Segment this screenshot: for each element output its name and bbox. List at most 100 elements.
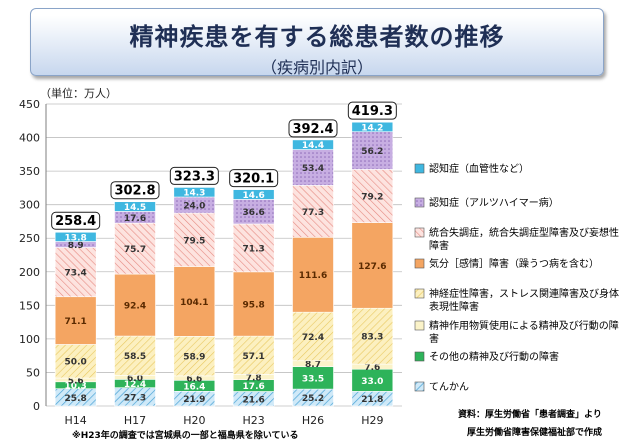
- data-label: 5.6: [68, 376, 84, 386]
- data-label: 71.3: [243, 244, 265, 254]
- total-label: 258.4: [55, 214, 96, 229]
- bar-segment: [54, 344, 97, 379]
- y-axis: 0 50 100 150 200 250 300 350 400 450: [19, 98, 47, 413]
- legend-swatch: [414, 381, 425, 392]
- total-box: [51, 211, 101, 230]
- total-label: 419.3: [352, 104, 393, 119]
- data-label: 73.4: [65, 269, 87, 279]
- data-label: 12.4: [124, 380, 146, 390]
- data-label: 14.6: [243, 191, 265, 201]
- x-tick-label: H29: [361, 414, 383, 427]
- bar-segment: [232, 189, 275, 200]
- legend: 認知症（血管性など） 認知症（アルツハイマー病） 統合失調症，統合失調症型障害及び妄…: [414, 162, 619, 393]
- total-label: 320.1: [233, 172, 274, 187]
- data-label: 7.8: [246, 374, 262, 384]
- data-label: 14.3: [183, 189, 205, 199]
- y-tick-label: 100: [19, 333, 40, 346]
- bar-segment: [232, 335, 275, 375]
- y-tick-label: 350: [19, 165, 40, 178]
- data-label: 36.6: [243, 208, 265, 218]
- data-label: 83.3: [361, 333, 383, 343]
- data-label: 6.0: [127, 374, 143, 384]
- y-tick-label: 50: [26, 366, 40, 379]
- total-box: [110, 181, 160, 200]
- data-label: 7.6: [364, 363, 380, 373]
- legend-label: 神経症性障害，ストレス関連障害及び身体: [429, 287, 619, 300]
- legend-swatch: [414, 351, 425, 362]
- bar-segment: [232, 199, 275, 225]
- legend-label: 障害: [429, 239, 449, 252]
- data-label: 53.4: [302, 164, 324, 174]
- data-label: 25.2: [302, 394, 324, 404]
- data-label: 33.0: [361, 377, 383, 387]
- data-label: 24.0: [183, 202, 205, 212]
- x-tick-label: H14: [65, 414, 87, 427]
- legend-label: その他の精神及び行動の障害: [429, 350, 559, 363]
- data-label: 77.3: [302, 208, 324, 218]
- total-box: [288, 119, 338, 138]
- total-box: [169, 166, 219, 185]
- x-tick-label: H23: [243, 414, 265, 427]
- data-label: 14.5: [124, 203, 146, 213]
- totals: 258.4 302.8 323.3 320.1 392.4 419.3: [51, 101, 397, 230]
- bar-segment: [351, 121, 394, 133]
- source-line-1: 資料：厚生労働省「患者調査」より: [458, 408, 602, 420]
- data-label: 25.8: [65, 394, 87, 404]
- data-label: 17.6: [243, 382, 265, 392]
- legend-swatch: [414, 197, 425, 208]
- bar-segment: [232, 271, 275, 337]
- data-label: 71.1: [65, 317, 87, 327]
- legend-label: 認知症（血管性など）: [429, 162, 529, 175]
- data-label: 79.2: [361, 193, 383, 203]
- data-label: 58.9: [183, 353, 205, 363]
- legend-swatch: [414, 227, 425, 238]
- bar-segment: [292, 149, 334, 186]
- chart-subtitle: （疾病別内訳）: [260, 58, 373, 77]
- y-tick-label: 0: [33, 400, 40, 413]
- bar-segment: [173, 336, 216, 377]
- legend-label: 表現性障害: [429, 300, 479, 313]
- legend-label: 精神作用物質使用による精神及び行動の障: [429, 319, 619, 332]
- bar-segment: [232, 223, 275, 273]
- total-label: 392.4: [292, 122, 333, 137]
- bars: 25.810.35.650.071.173.48.913.827.312.46.…: [54, 121, 394, 407]
- x-tick-label: H26: [302, 414, 324, 427]
- y-tick-label: 250: [19, 232, 40, 245]
- bar-segment: [114, 273, 156, 337]
- legend-swatch: [414, 163, 425, 174]
- bar-segment: [351, 131, 394, 170]
- y-tick-label: 400: [19, 132, 40, 145]
- data-label: 92.4: [124, 302, 146, 312]
- data-label: 6.6: [186, 375, 202, 385]
- bar-segment: [292, 236, 334, 313]
- x-tick-label: H17: [124, 414, 146, 427]
- title-box: 精神疾患を有する総患者数の推移 （疾病別内訳）: [30, 8, 604, 77]
- data-label: 72.4: [302, 333, 324, 343]
- bar-segment: [173, 266, 216, 337]
- data-label: 8.7: [305, 360, 321, 370]
- legend-label: 気分［感情］障害（躁うつ病を含む）: [429, 257, 599, 270]
- data-label: 8.9: [68, 241, 84, 251]
- legend-swatch: [414, 258, 425, 269]
- data-label: 14.2: [361, 123, 383, 133]
- bar-segment: [173, 212, 216, 267]
- data-label: 127.6: [358, 262, 386, 272]
- bar-segment: [54, 247, 97, 298]
- bar-segment: [114, 335, 156, 376]
- total-label: 323.3: [174, 169, 215, 184]
- data-label: 21.8: [361, 395, 383, 405]
- x-tick-label: H20: [183, 414, 205, 427]
- data-label: 33.5: [302, 374, 324, 384]
- data-label: 56.2: [361, 147, 383, 157]
- bar-segment: [292, 311, 334, 362]
- data-label: 50.0: [65, 358, 87, 368]
- x-axis: H14 H17 H20 H23 H26 H29: [65, 414, 384, 427]
- legend-label: てんかん: [429, 381, 469, 393]
- data-label: 27.3: [124, 393, 146, 403]
- bar-segment: [351, 169, 394, 223]
- legend-label: 害: [429, 332, 439, 345]
- bar-segment: [114, 201, 156, 212]
- bar-segment: [54, 231, 97, 242]
- data-label: 21.9: [183, 395, 205, 405]
